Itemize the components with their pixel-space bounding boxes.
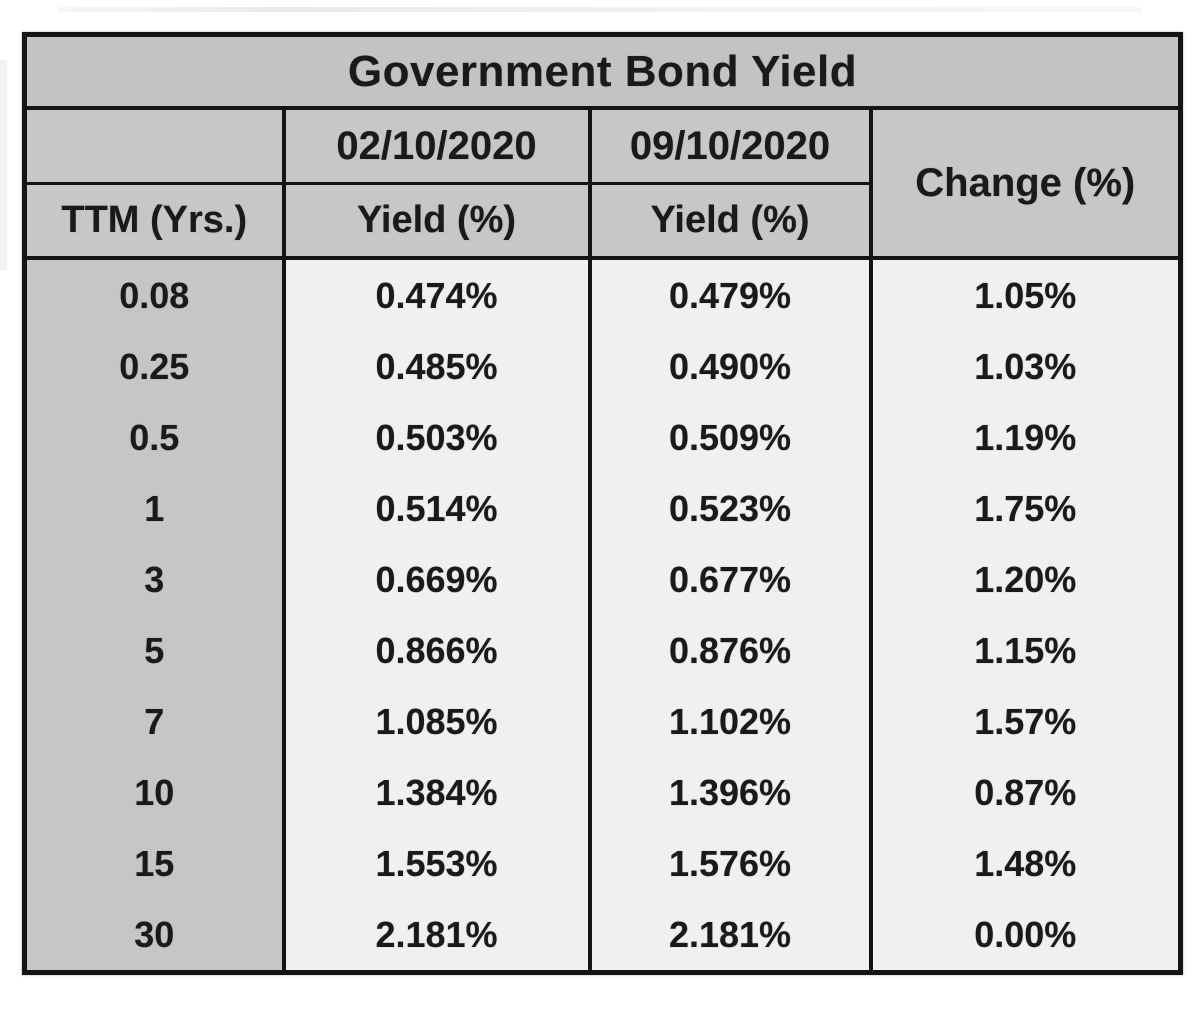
change-cell: 1.19% (868, 402, 1181, 473)
table-row: 0.5 0.503% 0.509% 1.19% (24, 402, 1181, 473)
ttm-cell: 0.08 (24, 258, 284, 331)
scan-artifact-top (58, 7, 1142, 12)
table-date-header-row: 02/10/2020 09/10/2020 Change (%) (24, 108, 1181, 260)
table-subheader-row: TTM (Yrs.) Yield (%) Yield (%) (24, 183, 1181, 260)
yield2-cell: 0.490% (587, 331, 871, 402)
yield1-cell: 0.514% (281, 473, 590, 544)
yield1-cell: 1.384% (281, 757, 590, 828)
change-cell: 0.00% (868, 899, 1181, 973)
change-cell: 1.20% (868, 544, 1181, 615)
yield2-cell: 0.677% (587, 544, 871, 615)
date-header-2: 09/10/2020 (587, 108, 871, 185)
change-cell: 1.75% (868, 473, 1181, 544)
ttm-header: TTM (Yrs.) (24, 183, 284, 260)
yield2-cell: 0.509% (587, 402, 871, 473)
scan-artifact-left (0, 60, 7, 270)
yield1-cell: 0.503% (281, 402, 590, 473)
table-row: 1 0.514% 0.523% 1.75% (24, 473, 1181, 544)
change-cell: 1.48% (868, 828, 1181, 899)
table-row: 3 0.669% 0.677% 1.20% (24, 544, 1181, 615)
yield2-cell: 1.102% (587, 686, 871, 757)
date-header-1: 02/10/2020 (281, 108, 590, 185)
ttm-cell: 0.25 (24, 331, 284, 402)
ttm-cell: 3 (24, 544, 284, 615)
yield1-cell: 0.485% (281, 331, 590, 402)
table-row: 7 1.085% 1.102% 1.57% (24, 686, 1181, 757)
table-row: 15 1.553% 1.576% 1.48% (24, 828, 1181, 899)
yield-header-2: Yield (%) (587, 183, 871, 260)
change-header: Change (%) (868, 108, 1181, 260)
ttm-cell: 7 (24, 686, 284, 757)
bond-yield-table: Government Bond Yield 02/10/2020 09/10/2… (22, 32, 1183, 975)
table-row: 10 1.384% 1.396% 0.87% (24, 757, 1181, 828)
table-row: 0.25 0.485% 0.490% 1.03% (24, 331, 1181, 402)
yield-header-1: Yield (%) (281, 183, 590, 260)
yield1-cell: 0.474% (281, 258, 590, 331)
table-row: 5 0.866% 0.876% 1.15% (24, 615, 1181, 686)
ttm-cell: 30 (24, 899, 284, 973)
table-title-row: Government Bond Yield (24, 34, 1181, 110)
yield1-cell: 0.669% (281, 544, 590, 615)
yield2-cell: 0.876% (587, 615, 871, 686)
yield1-cell: 1.553% (281, 828, 590, 899)
change-cell: 1.03% (868, 331, 1181, 402)
ttm-cell: 15 (24, 828, 284, 899)
ttm-cell: 0.5 (24, 402, 284, 473)
yield2-cell: 1.396% (587, 757, 871, 828)
change-cell: 0.87% (868, 757, 1181, 828)
table-title: Government Bond Yield (24, 34, 1181, 110)
yield1-cell: 2.181% (281, 899, 590, 973)
yield2-cell: 0.523% (587, 473, 871, 544)
yield1-cell: 1.085% (281, 686, 590, 757)
yield2-cell: 0.479% (587, 258, 871, 331)
yield2-cell: 1.576% (587, 828, 871, 899)
change-cell: 1.05% (868, 258, 1181, 331)
yield1-cell: 0.866% (281, 615, 590, 686)
corner-cell (24, 108, 284, 185)
change-cell: 1.57% (868, 686, 1181, 757)
table-row: 30 2.181% 2.181% 0.00% (24, 899, 1181, 973)
table-row: 0.08 0.474% 0.479% 1.05% (24, 258, 1181, 331)
ttm-cell: 1 (24, 473, 284, 544)
change-cell: 1.15% (868, 615, 1181, 686)
ttm-cell: 10 (24, 757, 284, 828)
ttm-cell: 5 (24, 615, 284, 686)
yield2-cell: 2.181% (587, 899, 871, 973)
